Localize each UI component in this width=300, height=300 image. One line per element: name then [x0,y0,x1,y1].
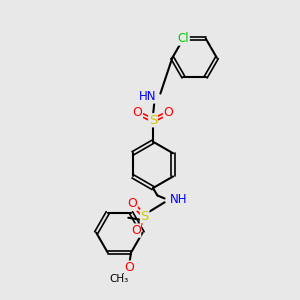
Text: NH: NH [170,194,188,206]
Text: CH₃: CH₃ [110,274,129,284]
Text: HN: HN [138,90,156,103]
Text: S: S [149,114,157,127]
Text: O: O [131,224,141,237]
Text: S: S [140,210,149,223]
Text: O: O [127,197,137,210]
Text: Cl: Cl [178,32,189,45]
Text: O: O [133,106,142,119]
Text: O: O [124,261,134,274]
Text: O: O [164,106,173,119]
